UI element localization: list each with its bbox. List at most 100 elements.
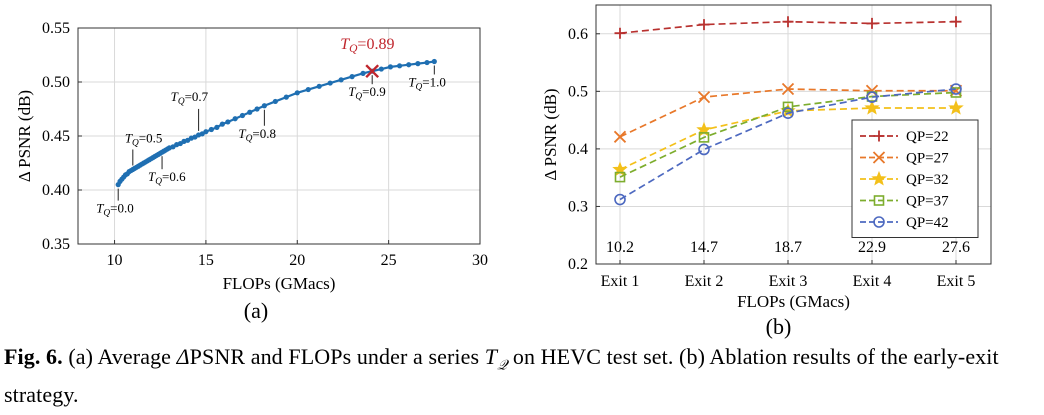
flops-label: 18.7 [774, 239, 802, 256]
figure-caption: Fig. 6. (a) Average ΔPSNR and FLOPs unde… [4, 342, 1040, 409]
caption-part3: on HEVC test set. (b) Ablation results o… [4, 344, 999, 408]
data-point [782, 16, 794, 28]
data-point [349, 74, 355, 80]
data-point [948, 99, 964, 115]
y-tick-label: 0.55 [42, 20, 70, 37]
flops-label: 14.7 [690, 239, 718, 256]
caption-fig-label: Fig. 6. [4, 344, 63, 369]
legend-label: QP=32 [906, 172, 949, 188]
annotation-label: TQ=1.0 [408, 74, 446, 92]
x-axis-label: FLOPs (GMacs) [223, 274, 336, 293]
legend-label: QP=37 [906, 194, 949, 210]
data-point [614, 171, 626, 183]
annotation-label: TQ=0.0 [96, 201, 134, 219]
legend-marker [872, 151, 886, 164]
x-tick-label: 20 [289, 252, 305, 269]
flops-label: 22.9 [858, 239, 886, 256]
data-point [208, 126, 214, 133]
y-tick-label: 0.5 [568, 83, 588, 100]
plot-frame [595, 4, 992, 265]
x-tick-label: 25 [381, 252, 397, 269]
data-point [327, 80, 333, 86]
data-point [316, 83, 322, 89]
data-point [214, 124, 220, 130]
x-tick-label: Exit 5 [937, 273, 976, 290]
y-tick-label: 0.35 [42, 236, 70, 253]
legend-marker [873, 195, 885, 206]
x-tick-label: Exit 1 [601, 273, 640, 290]
data-point [864, 99, 880, 115]
data-point [866, 91, 878, 103]
x-tick-label: 15 [198, 252, 214, 269]
caption-tq: T𝒬 [484, 344, 508, 374]
legend-label: QP=27 [906, 151, 949, 167]
data-point [360, 70, 366, 76]
data-point [219, 121, 225, 127]
series-line [619, 88, 957, 201]
data-point [225, 119, 231, 125]
caption-part1: (a) Average [62, 344, 177, 369]
annotation-label: TQ=0.5 [125, 130, 163, 148]
legend-label: QP=22 [906, 129, 949, 145]
chart-b: 0.2 0.3 0.4 0.5 0.6 Exit 1 10.2 Exit 2 14.7 Exit … [541, 4, 992, 339]
data-point [613, 130, 627, 143]
data-point [406, 62, 412, 68]
highlight-marker [365, 64, 380, 79]
annotation-label: TQ=0.7 [171, 89, 209, 107]
data-point [232, 116, 238, 122]
data-point [698, 132, 710, 143]
data-point [294, 90, 300, 96]
data-point [283, 94, 289, 100]
x-axis-label: FLOPs (GMacs) [737, 292, 850, 311]
legend-marker [873, 216, 885, 228]
data-point [782, 101, 794, 113]
y-tick-label: 0.40 [42, 182, 70, 199]
data-point [614, 193, 626, 206]
y-tick-label: 0.6 [568, 26, 588, 43]
x-tick-label: 10 [107, 252, 123, 269]
data-point [272, 98, 278, 105]
caption-part2: PSNR and FLOPs under a series [189, 344, 485, 369]
annotation-label: TQ=0.6 [148, 169, 186, 187]
data-point [254, 106, 260, 112]
flops-label: 10.2 [606, 239, 634, 256]
y-tick-label: 0.2 [568, 256, 588, 273]
chart-a: 10 15 20 25 30 0.35 0.40 0.45 0.50 0.55 FLOPs (GMa… [15, 20, 488, 323]
figure: 10 15 20 25 30 0.35 0.40 0.45 0.50 0.55 FLOPs (GMa… [15, 4, 992, 339]
series-line [117, 60, 435, 186]
data-point [781, 82, 795, 96]
x-tick-label: Exit 4 [853, 273, 892, 290]
panel-label: (b) [766, 314, 792, 339]
y-tick-label: 0.50 [42, 74, 70, 91]
flops-label: 27.6 [942, 239, 970, 256]
data-point [697, 90, 711, 104]
data-point [305, 86, 311, 93]
data-point [949, 84, 963, 97]
data-point [387, 64, 394, 70]
x-tick-label: 30 [472, 252, 488, 269]
y-tick-label: 0.3 [568, 198, 588, 215]
data-point [698, 19, 710, 31]
legend-marker [871, 170, 887, 186]
data-point [203, 129, 209, 135]
data-point [378, 66, 384, 72]
annotation-label: TQ=0.8 [238, 126, 276, 144]
data-point [950, 83, 962, 95]
y-axis-label: Δ PSNR (dB) [541, 88, 560, 180]
data-point [424, 59, 430, 66]
legend-marker [873, 130, 885, 142]
x-tick-label: Exit 2 [685, 273, 724, 290]
legend-label: QP=42 [906, 215, 949, 231]
data-point [247, 109, 253, 115]
y-tick-label: 0.4 [568, 141, 588, 158]
x-tick-label: Exit 3 [769, 273, 808, 290]
data-point [866, 17, 878, 29]
data-point [338, 77, 344, 83]
highlight-label: TQ=0.89 [340, 36, 394, 55]
data-point [239, 112, 246, 119]
annotation-label: TQ=0.9 [348, 84, 386, 102]
data-point [782, 107, 794, 120]
series-line [619, 91, 957, 178]
data-point [415, 61, 421, 67]
y-axis-label: Δ PSNR (dB) [15, 90, 34, 182]
